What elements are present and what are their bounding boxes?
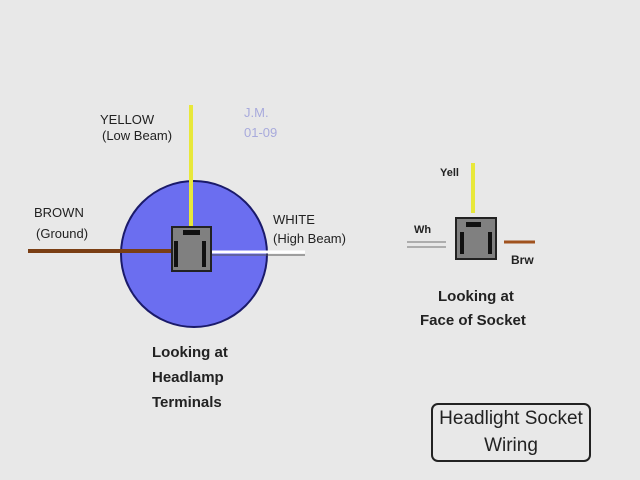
wh-label: Wh xyxy=(414,224,432,236)
date: 01-09 xyxy=(244,125,278,140)
ground-label: (Ground) xyxy=(36,226,89,241)
face-caption-1: Looking at xyxy=(438,288,514,305)
high-beam-label: (High Beam) xyxy=(273,231,346,246)
title: Headlight Socket Wiring xyxy=(432,405,590,459)
title-line-1: Headlight Socket xyxy=(439,408,583,429)
initials: J.M. xyxy=(244,105,269,120)
title-line-2: Wiring xyxy=(484,435,538,456)
yellow-label: YELLOW xyxy=(100,112,155,127)
brown-label: BROWN xyxy=(34,205,84,220)
headlamp-caption-1: Looking at xyxy=(152,344,228,361)
yell-label: Yell xyxy=(440,167,459,179)
headlamp-caption-2: Headlamp xyxy=(152,369,224,386)
low-beam-label: (Low Beam) xyxy=(102,128,173,143)
white-label: WHITE xyxy=(273,212,315,227)
headlamp-caption-3: Terminals xyxy=(152,394,222,411)
face-caption-2: Face of Socket xyxy=(420,312,526,329)
title-box xyxy=(431,403,591,462)
brw-label: Brw xyxy=(511,253,534,267)
